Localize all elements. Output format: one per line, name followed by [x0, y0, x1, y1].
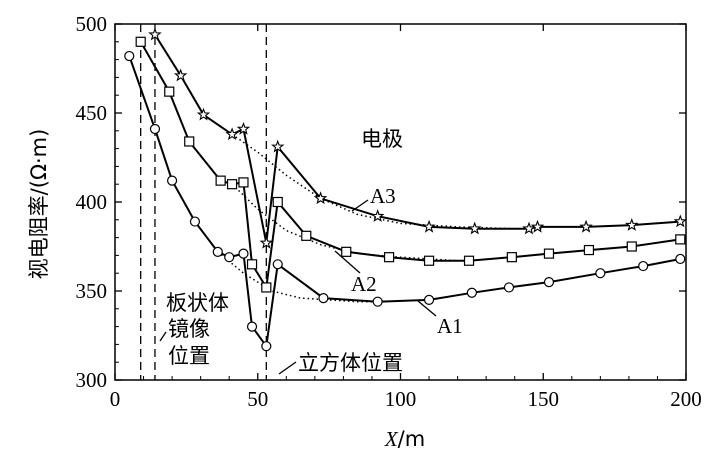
series-label-a3: A3 [370, 184, 396, 208]
point-a1-13 [466, 287, 477, 298]
point-a3-0 [148, 27, 162, 41]
point-a2-2 [184, 136, 195, 147]
x-tick-label-100: 100 [385, 387, 417, 411]
data-markers [124, 27, 687, 352]
point-a3-13 [579, 219, 593, 233]
point-a3-7 [313, 191, 328, 205]
reference-curve-2 [217, 251, 387, 303]
x-axis-unit: /m [398, 427, 426, 451]
annotation-electrode: 电极 [361, 127, 403, 151]
point-a1-11 [372, 296, 383, 307]
y-tick-label-500: 500 [76, 12, 108, 36]
point-a3-12 [530, 219, 545, 233]
point-a1-3 [189, 216, 201, 227]
point-a3-11 [522, 221, 536, 235]
point-a1-0 [124, 50, 135, 62]
series-label-a1: A1 [437, 314, 463, 338]
point-a1-10 [318, 293, 329, 304]
point-a1-4 [212, 246, 223, 257]
series-label-a1-leader [417, 300, 437, 317]
annotation-cube-leader [278, 361, 297, 375]
y-axis-label: 视电阻率/(Ω·m) [27, 129, 51, 280]
point-a3-3 [225, 127, 239, 141]
point-a1-14 [503, 282, 515, 293]
y-tick-label-350: 350 [76, 279, 108, 303]
x-tick-label-0: 0 [110, 387, 121, 411]
point-a1-1 [149, 123, 161, 135]
point-a1-7 [246, 321, 258, 332]
series-label-a3-leader [351, 199, 369, 212]
annotation-plate-leader [159, 331, 167, 342]
point-a2-10 [341, 246, 352, 257]
point-a3-10 [468, 221, 482, 235]
point-a2-1 [164, 86, 175, 97]
point-a2-12 [423, 255, 435, 266]
point-a1-15 [543, 277, 555, 288]
point-a3-9 [422, 219, 436, 233]
point-a2-8 [272, 196, 283, 208]
point-a2-4 [226, 179, 238, 190]
point-a1-17 [638, 260, 649, 272]
point-a2-7 [261, 282, 272, 293]
x-tick-label-200: 200 [670, 387, 702, 411]
point-a3-6 [270, 139, 285, 153]
position-markers [140, 24, 267, 380]
point-a2-13 [463, 255, 475, 266]
point-a2-3 [215, 175, 226, 186]
point-a2-0 [135, 36, 146, 47]
x-tick-label-150: 150 [528, 387, 560, 411]
annotation-plate-line1: 板状体 [166, 291, 229, 315]
point-a1-6 [238, 248, 249, 259]
point-a2-16 [583, 244, 595, 256]
series-line-a3 [154, 34, 681, 244]
point-a2-6 [246, 259, 258, 270]
point-a2-14 [506, 252, 517, 263]
x-axis-variable: X [384, 427, 399, 451]
y-tick-label-400: 400 [76, 190, 108, 214]
x-tick-label-50: 50 [247, 387, 268, 411]
point-a3-2 [196, 107, 211, 121]
point-a3-4 [236, 121, 251, 135]
point-a1-12 [423, 294, 435, 305]
x-axis-label: X/m [384, 427, 425, 451]
series-label-a2-leader [334, 250, 361, 274]
y-tick-label-450: 450 [76, 101, 108, 125]
annotation-cube: 立方体位置 [298, 351, 403, 375]
point-a2-11 [383, 252, 395, 263]
point-a1-9 [272, 259, 283, 270]
point-a1-16 [595, 268, 606, 279]
point-a2-5 [238, 177, 249, 188]
annotation-plate-line2: 镜像 [168, 317, 210, 341]
point-a1-8 [261, 341, 272, 352]
point-a2-15 [543, 248, 555, 259]
point-a1-2 [167, 175, 178, 186]
y-tick-label-300: 300 [76, 368, 108, 392]
annotation-plate-line3: 位置 [168, 344, 210, 368]
axis-ticks: 0 50 100 150 200 300 350 400 450 500 [76, 12, 702, 411]
point-a1-5 [224, 252, 235, 263]
point-a1-18 [675, 253, 686, 265]
point-a3-5 [259, 235, 273, 249]
point-a3-14 [624, 217, 639, 231]
series-label-a2: A2 [351, 272, 377, 296]
point-a3-8 [370, 209, 385, 223]
point-a3-15 [673, 214, 687, 228]
point-a2-17 [626, 241, 637, 252]
point-a2-18 [675, 234, 686, 245]
point-a3-1 [173, 68, 188, 82]
point-a2-9 [301, 230, 312, 241]
